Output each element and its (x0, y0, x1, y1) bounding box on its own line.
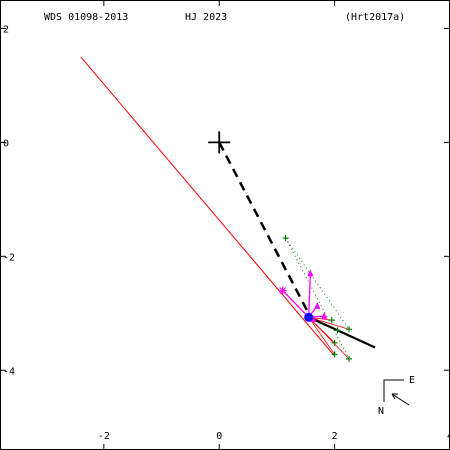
x-tick-label: 4 (447, 431, 450, 442)
residual-line (308, 316, 350, 360)
current-position-dot (304, 312, 314, 322)
y-tick-label: 0 (3, 138, 9, 149)
envelope-line (285, 237, 350, 360)
compass-east-label: E (409, 375, 415, 386)
speckle-measure-triangle (307, 269, 314, 277)
compass-north-label: N (378, 406, 384, 417)
x-tick-label: 0 (216, 431, 222, 442)
compass-indicator: E N (378, 375, 415, 417)
periastron-dashed-line (218, 141, 313, 320)
header-discoverer: HJ 2023 (185, 12, 227, 23)
speckle-measure-triangle (314, 301, 321, 309)
compass-axes (383, 379, 404, 402)
envelope-line (285, 237, 350, 330)
line-of-nodes (80, 56, 335, 357)
orbit-lines (80, 56, 376, 360)
speckle-residual (282, 290, 310, 318)
y-tick-label: 2 (3, 24, 9, 35)
primary-star-cross (208, 131, 231, 154)
speckle-measure-star (278, 286, 287, 295)
header-designation: WDS 01098-2013 (44, 12, 128, 23)
visual-measure-plus (334, 327, 341, 334)
visual-measure-plus (331, 351, 338, 358)
residual-line (308, 317, 335, 355)
x-tick-label: -2 (98, 431, 110, 442)
speckle-measure-triangle (321, 312, 328, 320)
visual-measure-plus (346, 355, 353, 362)
visual-measure-plus (328, 317, 335, 324)
orbit-arc (308, 316, 376, 349)
visual-measure-plus (346, 326, 353, 333)
visual-measure-plus (282, 235, 289, 242)
motion-direction-arrow (391, 393, 410, 406)
measurement-marks (208, 131, 353, 362)
visual-measure-plus (331, 339, 338, 346)
speckle-residual (308, 273, 312, 318)
x-tick-label: 2 (332, 431, 338, 442)
header-reference: (Hrt2017a) (345, 12, 405, 23)
y-tick-label: -4 (3, 366, 15, 377)
y-tick-label: -2 (3, 252, 15, 263)
